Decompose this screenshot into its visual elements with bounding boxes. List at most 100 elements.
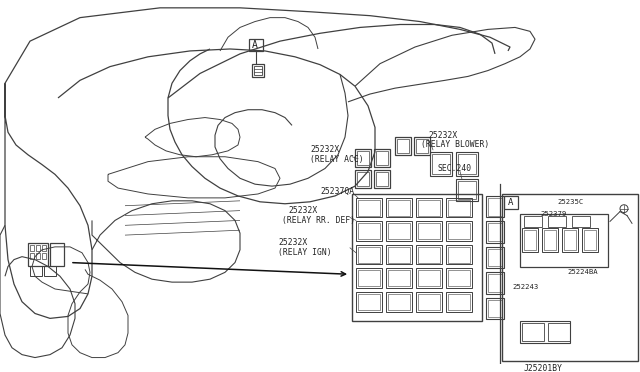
Bar [504,196,518,209]
Bar [30,253,34,259]
Bar [358,223,380,239]
Bar [388,247,410,263]
Bar [418,200,440,215]
Bar [30,266,42,276]
Text: 25224BA: 25224BA [567,269,598,275]
Bar [446,198,472,218]
Bar [458,181,476,199]
Bar [50,243,64,266]
Bar [486,196,504,218]
Bar [446,292,472,311]
Bar [448,200,470,215]
Bar [416,198,442,218]
Bar [488,249,502,266]
Bar [488,223,502,241]
Text: 25237QA: 25237QA [320,186,354,196]
Bar [386,269,412,288]
Text: 252379: 252379 [540,211,566,217]
Bar [456,152,478,176]
Bar [386,245,412,264]
Text: (RELAY RR. DEF): (RELAY RR. DEF) [282,216,355,225]
Bar [414,137,430,155]
Bar [30,245,34,251]
Bar [249,39,263,51]
Bar [448,247,470,263]
Text: A: A [252,40,258,50]
Bar [416,221,442,241]
Bar [522,228,538,252]
Bar [357,172,369,186]
Bar [448,294,470,310]
Bar [357,151,369,164]
Bar [418,294,440,310]
Bar [418,247,440,263]
Bar [36,245,40,251]
Bar [446,245,472,264]
Text: 25235C: 25235C [557,199,583,205]
Bar [572,215,590,227]
Bar [458,154,476,174]
Bar [548,215,566,227]
Bar [36,253,40,259]
Bar [448,223,470,239]
Bar [374,149,390,167]
Bar [564,230,576,250]
Bar [356,269,382,288]
Bar [488,198,502,215]
Bar [388,200,410,215]
Bar [28,243,48,266]
Bar [584,230,596,250]
Bar [386,292,412,311]
Bar [416,139,428,153]
Bar [388,270,410,286]
Text: 25232X: 25232X [310,145,339,154]
Text: (RELAY IGN): (RELAY IGN) [278,248,332,257]
Bar [520,214,608,267]
Bar [582,228,598,252]
Bar [520,321,570,343]
Bar [486,298,504,319]
Bar [416,292,442,311]
Bar [456,179,478,201]
Bar [376,151,388,164]
Bar [416,245,442,264]
Bar [356,221,382,241]
Bar [416,269,442,288]
Bar [446,269,472,288]
Bar [524,230,536,250]
Bar [358,200,380,215]
Bar [486,247,504,269]
Text: (RELAY BLOWER): (RELAY BLOWER) [421,141,489,150]
Bar [446,221,472,241]
Bar [376,172,388,186]
Bar [356,198,382,218]
Bar [352,194,482,321]
Bar [432,154,450,174]
Bar [42,253,46,259]
Bar [358,270,380,286]
Bar [486,272,504,294]
Bar [522,323,544,341]
Bar [562,228,578,252]
Bar [254,65,262,76]
Bar [524,215,542,227]
Bar [418,223,440,239]
Bar [544,230,556,250]
Bar [358,247,380,263]
Bar [486,221,504,243]
Bar [448,270,470,286]
Bar [355,149,371,167]
Bar [358,294,380,310]
Bar [388,223,410,239]
Text: J25201BY: J25201BY [524,364,563,372]
Bar [430,152,452,176]
Bar [386,221,412,241]
Bar [374,170,390,188]
Text: A: A [508,198,514,207]
Bar [488,300,502,317]
Bar [542,228,558,252]
Bar [418,270,440,286]
Text: 252243: 252243 [512,284,538,290]
Bar [356,292,382,311]
Bar [488,274,502,292]
